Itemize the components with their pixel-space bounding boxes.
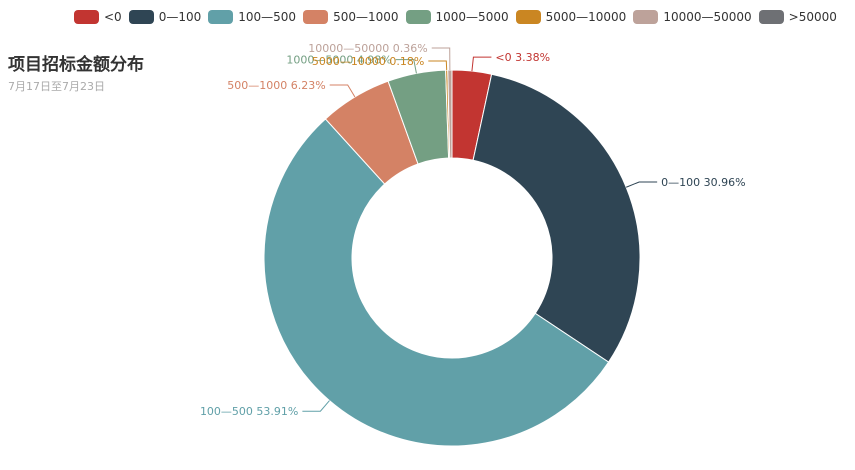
legend-label: 5000—10000 bbox=[545, 10, 627, 24]
label-leader-line bbox=[431, 47, 451, 71]
slice-label: 500—1000 6.23% bbox=[227, 79, 325, 92]
slice-label: 5000—10000 0.18% bbox=[312, 55, 424, 68]
legend-swatch bbox=[633, 10, 659, 24]
legend-label: 500—1000 bbox=[333, 10, 399, 24]
legend-swatch bbox=[208, 10, 234, 24]
legend-item[interactable]: 5000—10000 bbox=[515, 10, 627, 24]
legend-item[interactable]: 1000—5000 bbox=[405, 10, 509, 24]
legend-item[interactable]: >50000 bbox=[758, 10, 837, 24]
pie-slice[interactable] bbox=[263, 118, 610, 447]
legend-label: 1000—5000 bbox=[435, 10, 509, 24]
legend-label: 0—100 bbox=[158, 10, 202, 24]
label-leader-line bbox=[395, 59, 417, 74]
label-leader-line bbox=[625, 181, 658, 188]
chart-title: 项目招标金额分布 bbox=[8, 55, 144, 75]
slice-label: 10000—50000 0.36% bbox=[308, 42, 427, 55]
label-leader-line bbox=[471, 56, 492, 72]
legend-label: 10000—50000 bbox=[663, 10, 752, 24]
legend-swatch bbox=[405, 10, 431, 24]
legend-label: 100—500 bbox=[238, 10, 297, 24]
label-leader-line bbox=[329, 84, 356, 98]
legend-item[interactable]: 0—100 bbox=[128, 10, 202, 24]
legend-item[interactable]: 10000—50000 bbox=[633, 10, 752, 24]
legend-swatch bbox=[758, 10, 784, 24]
slice-label: <0 3.38% bbox=[495, 51, 550, 64]
slice-label: 1000—5000 4.98% bbox=[286, 54, 391, 67]
label-leader-line bbox=[428, 60, 448, 71]
legend-item[interactable]: <0 bbox=[74, 10, 122, 24]
pie-slice[interactable] bbox=[447, 69, 453, 159]
legend-label: <0 bbox=[104, 10, 122, 24]
legend-item[interactable]: 500—1000 bbox=[303, 10, 399, 24]
chart-legend: <0 0—100 100—500 500—1000 1000—5000 5000—1000… bbox=[74, 10, 837, 24]
legend-item[interactable]: 100—500 bbox=[208, 10, 296, 24]
legend-swatch bbox=[128, 10, 154, 24]
legend-swatch bbox=[515, 10, 541, 24]
label-leader-line bbox=[302, 400, 330, 412]
slice-label: 100—500 53.91% bbox=[200, 405, 298, 418]
legend-swatch bbox=[303, 10, 329, 24]
pie-slice[interactable] bbox=[472, 73, 641, 363]
slice-label: 0—100 30.96% bbox=[661, 176, 745, 189]
chart-subtitle: 7月17日至7月23日 bbox=[8, 80, 105, 93]
legend-swatch bbox=[74, 10, 99, 24]
legend-label: >50000 bbox=[788, 10, 837, 24]
